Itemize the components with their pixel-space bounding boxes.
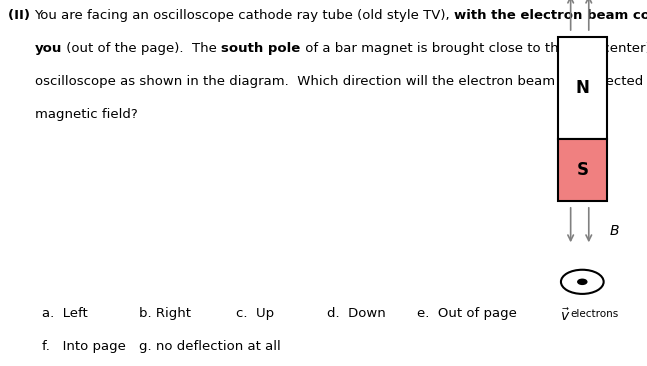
FancyBboxPatch shape: [558, 37, 607, 139]
Text: g. no deflection at all: g. no deflection at all: [139, 340, 281, 354]
Text: oscilloscope as shown in the diagram.  Which direction will the electron beam be: oscilloscope as shown in the diagram. Wh…: [35, 75, 647, 88]
Text: with the electron beam coming toward: with the electron beam coming toward: [454, 9, 647, 22]
Text: south pole: south pole: [221, 42, 301, 55]
Text: (out of the page).  The: (out of the page). The: [62, 42, 221, 55]
Text: magnetic field?: magnetic field?: [35, 108, 138, 121]
FancyBboxPatch shape: [558, 139, 607, 201]
Text: c.  Up: c. Up: [236, 307, 274, 321]
Text: a.  Left: a. Left: [42, 307, 88, 321]
Text: $\vec{v}$: $\vec{v}$: [560, 307, 570, 324]
Text: N: N: [575, 79, 589, 97]
Text: (II): (II): [8, 9, 34, 22]
Text: of a bar magnet is brought close to the top (center) of the: of a bar magnet is brought close to the …: [301, 42, 647, 55]
Text: d.  Down: d. Down: [327, 307, 386, 321]
Circle shape: [578, 279, 587, 284]
Text: S: S: [576, 161, 588, 179]
Text: B: B: [610, 224, 620, 238]
Text: f.   Into page: f. Into page: [42, 340, 126, 354]
Text: you: you: [35, 42, 62, 55]
Text: e.  Out of page: e. Out of page: [417, 307, 517, 321]
Text: b. Right: b. Right: [139, 307, 191, 321]
Text: electrons: electrons: [571, 309, 619, 319]
Text: You are facing an oscilloscope cathode ray tube (old style TV),: You are facing an oscilloscope cathode r…: [34, 9, 454, 22]
